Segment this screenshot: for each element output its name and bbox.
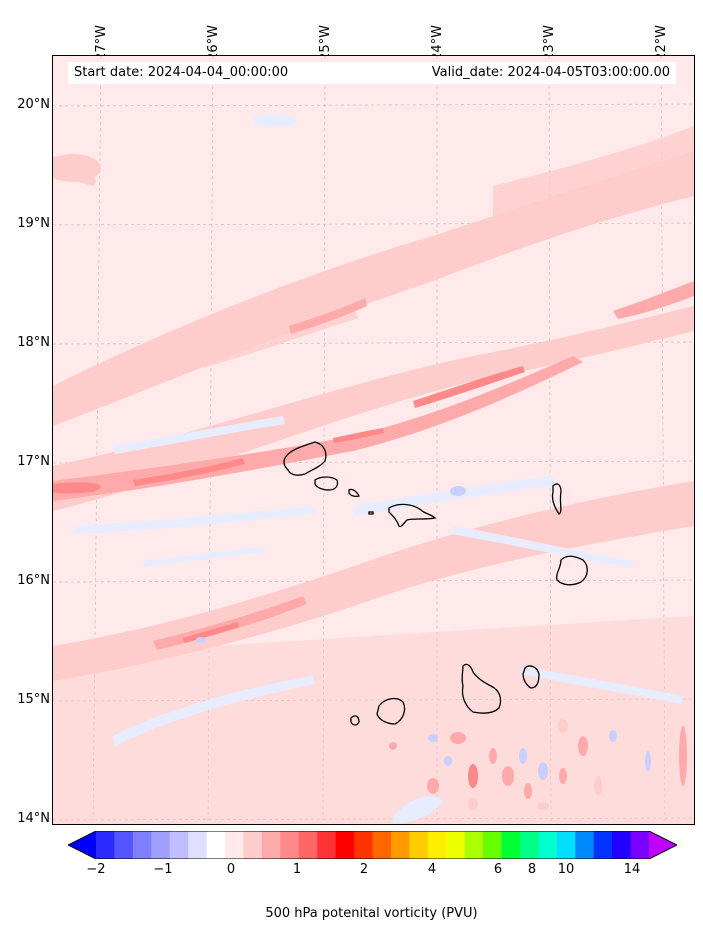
colorbar-cell xyxy=(335,831,355,859)
colorbar-extend-max xyxy=(649,831,677,859)
valid-date-label: Valid_date: 2024-04-05T03:00:00.00 xyxy=(408,62,676,84)
island-sao-vicente xyxy=(314,476,339,491)
lon-label-26w: 26°W xyxy=(206,25,221,61)
pv-negative-strong xyxy=(196,486,617,764)
colorbar-cell xyxy=(409,831,429,859)
colorbar-tick-label: 14 xyxy=(623,862,641,877)
colorbar-cell xyxy=(206,831,226,859)
colorbar-cell xyxy=(390,831,410,859)
island-sal xyxy=(551,483,562,515)
lat-label-19n: 19°N xyxy=(17,216,50,231)
colorbar-cell xyxy=(556,831,576,859)
colorbar-tick-label: 10 xyxy=(557,862,575,877)
colorbar-cell xyxy=(519,831,539,859)
colorbar-cell xyxy=(188,831,207,859)
colorbar-cell xyxy=(501,831,521,859)
colorbar-cell xyxy=(354,831,373,859)
colorbar-cell xyxy=(298,831,318,859)
colorbar-cell xyxy=(243,831,263,859)
colorbar-cell xyxy=(317,831,337,859)
island-sao-nicolau xyxy=(388,503,437,528)
colorbar-tick-label: 1 xyxy=(292,862,302,877)
lat-label-15n: 15°N xyxy=(17,692,50,707)
pv-field-map xyxy=(53,56,694,824)
lon-label-25w: 25°W xyxy=(318,25,333,61)
pv-turbulent-cluster xyxy=(389,719,687,810)
colorbar-cell xyxy=(96,831,115,859)
lat-label-18n: 18°N xyxy=(17,335,50,350)
colorbar-title: 500 hPa potenital vorticity (PVU) xyxy=(265,906,478,921)
colorbar-cell xyxy=(132,831,152,859)
lon-label-27w: 27°W xyxy=(94,25,109,61)
colorbar-cell xyxy=(280,831,300,859)
start-date-label: Start date: 2024-04-04_00:00:00 xyxy=(68,62,408,84)
colorbar-cell xyxy=(427,831,447,859)
colorbar-tick-label: 2 xyxy=(359,862,369,877)
colorbar-extend-min xyxy=(68,831,96,859)
island-fogo xyxy=(376,697,406,725)
island-santiago xyxy=(461,663,502,714)
lon-label-23w: 23°W xyxy=(542,25,557,61)
colorbar-cell xyxy=(446,831,466,859)
island-brava xyxy=(350,715,360,726)
pv-negative-patches xyxy=(73,114,683,824)
island-coastlines xyxy=(283,441,588,726)
colorbar-tick-label: 8 xyxy=(527,862,537,877)
island-santa-luzia xyxy=(348,488,360,498)
island-boa-vista xyxy=(555,555,588,586)
lon-label-24w: 24°W xyxy=(430,25,445,61)
island-raso xyxy=(368,511,374,515)
colorbar-cell xyxy=(151,831,171,859)
colorbar-tick-label: 0 xyxy=(226,862,236,877)
lat-label-14n: 14°N xyxy=(17,811,50,826)
colorbar-cell xyxy=(261,831,281,859)
colorbar-cell xyxy=(612,831,631,859)
colorbar-cell xyxy=(538,831,558,859)
colorbar-cell xyxy=(593,831,613,859)
colorbar-cell xyxy=(483,831,502,859)
colorbar-cell xyxy=(169,831,189,859)
lat-label-16n: 16°N xyxy=(17,573,50,588)
colorbar-cell xyxy=(575,831,595,859)
island-maio xyxy=(522,665,540,689)
colorbar-cell xyxy=(630,831,650,859)
pv-band-strong xyxy=(53,366,525,643)
colorbar xyxy=(68,831,677,859)
map-panel xyxy=(52,55,695,825)
colorbar-tick-label: −1 xyxy=(153,862,173,877)
colorbar-cell xyxy=(372,831,392,859)
island-santo-antao xyxy=(283,441,327,476)
lat-label-17n: 17°N xyxy=(17,454,50,469)
colorbar-cell xyxy=(464,831,484,859)
colorbar-tick-label: 4 xyxy=(427,862,437,877)
colorbar-cell xyxy=(225,831,244,859)
lat-label-20n: 20°N xyxy=(17,97,50,112)
colorbar-tick-label: −2 xyxy=(86,862,106,877)
lon-label-22w: 22°W xyxy=(654,25,669,61)
colorbar-tick-label: 6 xyxy=(493,862,503,877)
colorbar-cell xyxy=(114,831,134,859)
pv-band-light xyxy=(53,126,694,824)
